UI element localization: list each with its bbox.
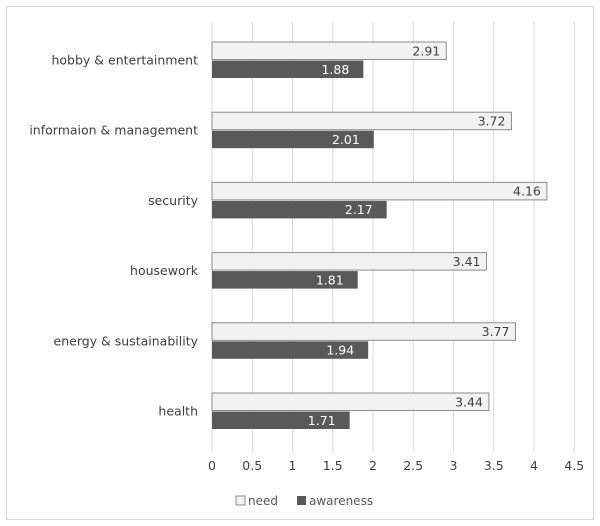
category-label: energy & sustainability [54, 333, 199, 348]
data-label-need: 3.72 [478, 113, 506, 128]
x-tick-label: 3 [450, 458, 458, 473]
x-tick-label: 3.5 [484, 458, 504, 473]
bar-need [211, 392, 490, 411]
x-tick-label: 1.5 [323, 458, 343, 473]
bar-awareness [212, 341, 369, 359]
data-label-need: 3.41 [453, 254, 481, 269]
bar-need [211, 111, 512, 131]
data-label-awareness: 2.17 [345, 202, 373, 217]
bar-awareness [212, 411, 350, 429]
legend-swatch-need [235, 495, 246, 506]
legend-label-awareness: awareness [309, 494, 373, 508]
legend-swatch-awareness [297, 496, 306, 505]
data-label-awareness: 2.01 [332, 132, 360, 147]
bar-need [211, 252, 488, 271]
bar-need [211, 41, 447, 60]
data-label-awareness: 1.81 [316, 272, 344, 287]
bar-awareness [212, 60, 364, 78]
category-label: security [148, 193, 199, 208]
category-labels: hobby & entertainment informaion & manage… [29, 53, 198, 419]
bars: 2.91 1.88 3.72 2.01 4.16 2.17 3.41 1.81 3.77 1.94… [211, 41, 548, 429]
bar-need [211, 181, 548, 201]
category-label: housework [130, 263, 199, 278]
data-label-need: 3.44 [455, 394, 483, 409]
bar-awareness [212, 130, 374, 149]
x-tick-label: 0 [208, 458, 216, 473]
data-label-need: 4.16 [513, 184, 541, 199]
x-tick-label: 0.5 [242, 458, 262, 473]
category-label: health [158, 404, 198, 419]
x-tick-label: 4.5 [564, 458, 584, 473]
legend-label-need: need [248, 494, 278, 508]
gridlines [211, 22, 575, 452]
bar-awareness [212, 200, 387, 219]
x-tick-label: 2 [369, 458, 377, 473]
data-label-awareness: 1.88 [321, 62, 349, 77]
category-label: informaion & management [29, 123, 198, 138]
bar-need [211, 322, 516, 341]
x-axis-ticks: 0 0.5 1 1.5 2 2.5 3 3.5 4 4.5 [208, 458, 584, 473]
data-label-awareness: 1.71 [308, 413, 336, 428]
x-tick-label: 2.5 [403, 458, 423, 473]
legend: need awareness [235, 494, 373, 508]
data-label-need: 3.77 [482, 324, 510, 339]
bar-awareness [212, 271, 358, 289]
data-label-need: 2.91 [412, 43, 440, 58]
data-label-awareness: 1.94 [326, 343, 354, 358]
x-tick-label: 4 [530, 458, 538, 473]
category-label: hobby & entertainment [51, 53, 198, 68]
x-tick-label: 1 [289, 458, 297, 473]
